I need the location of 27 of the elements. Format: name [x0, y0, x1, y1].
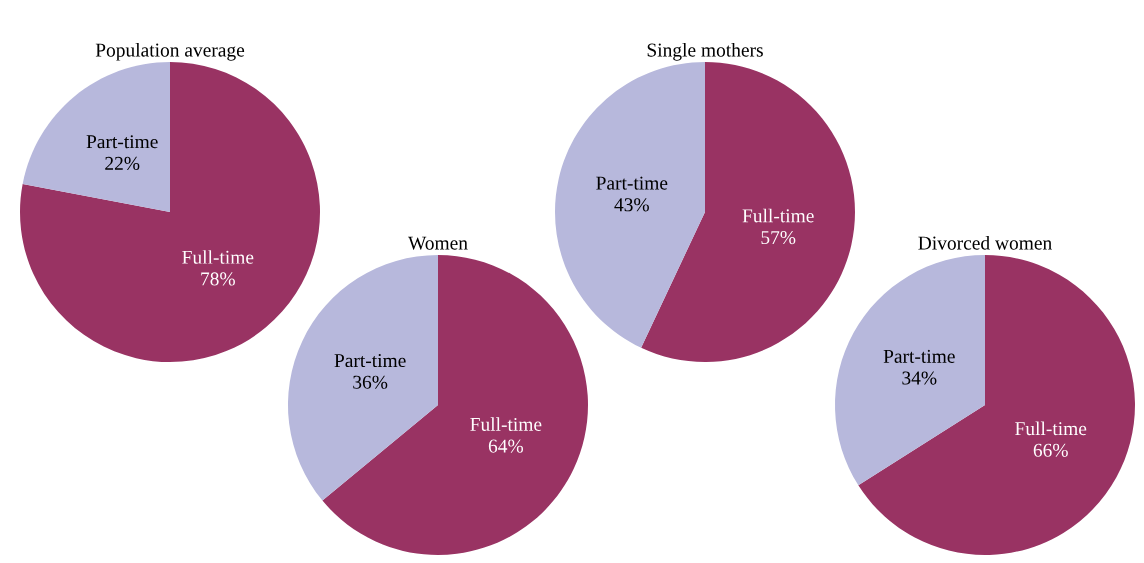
data-label: 57%: [761, 230, 796, 245]
data-label: 78%: [201, 272, 235, 286]
slice-label: Part-time: [334, 354, 406, 368]
pie-slice: [835, 255, 985, 486]
chart-title: Women: [408, 236, 468, 250]
slice-label: Part-time: [596, 176, 668, 190]
data-label: 64%: [488, 439, 524, 453]
pie-slice: [322, 255, 588, 555]
chart-title: Divorced women: [918, 235, 1052, 250]
pie-slice: [858, 255, 1135, 555]
pie-slice: [288, 255, 438, 501]
slice-label: Full-time: [182, 250, 254, 264]
pie-slice: [20, 62, 320, 362]
chart-title: Population average: [95, 42, 245, 61]
chart-title: Single mothers: [647, 42, 763, 61]
slice-label: Full-time: [1015, 421, 1087, 436]
data-label: 36%: [353, 375, 388, 389]
pie-slice: [22, 62, 170, 212]
pie-slice: [555, 62, 705, 348]
slice-label: Full-time: [470, 417, 542, 431]
slice-label: Part-time: [86, 135, 158, 149]
slice-label: Part-time: [883, 349, 955, 363]
slice-label: Full-time: [742, 208, 814, 223]
data-label: 22%: [105, 156, 140, 170]
data-label: 34%: [902, 371, 937, 385]
data-label: 43%: [614, 198, 649, 212]
data-label: 66%: [1033, 443, 1068, 457]
